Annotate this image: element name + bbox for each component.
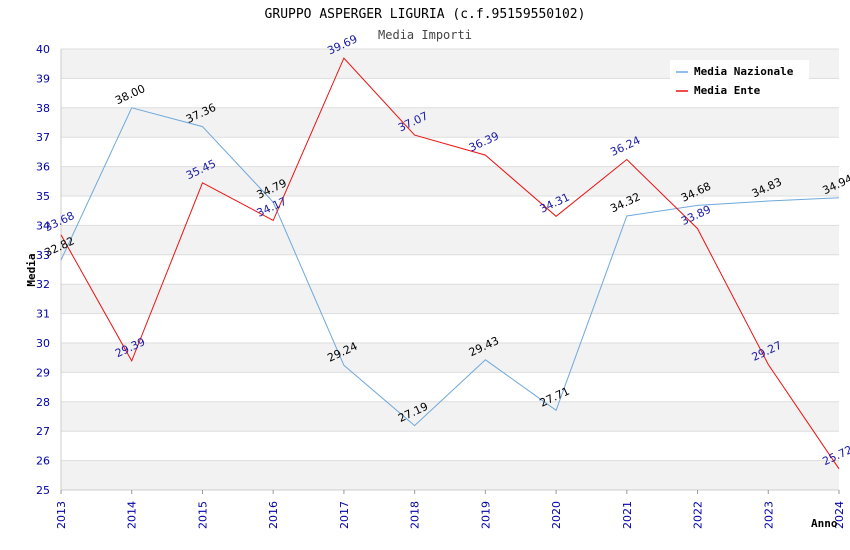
legend-label-media-nazionale: Media Nazionale — [694, 65, 794, 78]
x-tick-label: 2019 — [479, 501, 492, 529]
legend: Media Nazionale Media Ente — [670, 60, 809, 100]
y-tick-label: 29 — [36, 366, 50, 379]
x-tick-label: 2016 — [267, 501, 280, 529]
grid-band — [61, 166, 839, 196]
y-tick-label: 33 — [36, 249, 50, 262]
data-label: 33.89 — [679, 203, 713, 228]
y-tick-label: 30 — [36, 337, 50, 350]
legend-label-media-ente: Media Ente — [694, 84, 761, 97]
x-tick-label: 2022 — [692, 501, 705, 529]
grid-band — [61, 107, 839, 138]
x-tick-label: 2020 — [550, 501, 563, 529]
grid-band — [61, 460, 839, 490]
series-line-media-ente — [60, 57, 840, 470]
chart-title: GRUPPO ASPERGER LIGURIA (c.f.95159550102… — [265, 7, 586, 22]
x-axis-label: Anno — [811, 517, 838, 530]
grid-band — [61, 343, 839, 373]
y-tick-label: 32 — [36, 278, 50, 291]
y-tick-label: 37 — [36, 131, 50, 144]
y-tick-label: 35 — [36, 190, 50, 203]
series-lines — [60, 57, 840, 470]
y-tick-label: 28 — [36, 396, 50, 409]
x-tick-label: 2014 — [126, 501, 139, 529]
x-tick-label: 2017 — [338, 501, 351, 529]
x-tick-label: 2024 — [833, 501, 846, 529]
x-tick-label: 2013 — [55, 501, 68, 529]
grid-band — [61, 284, 839, 314]
chart-subtitle: Media Importi — [378, 28, 472, 42]
grid-band — [61, 401, 839, 432]
grid-band — [61, 225, 839, 255]
y-tick-label: 27 — [36, 425, 50, 438]
y-tick-label: 38 — [36, 102, 50, 115]
y-tick-label: 34 — [36, 219, 50, 232]
x-tick-label: 2018 — [409, 501, 422, 529]
data-label: 32.82 — [42, 234, 76, 259]
x-tick-label: 2023 — [762, 501, 775, 529]
legend-box — [670, 60, 809, 100]
y-tick-label: 40 — [36, 43, 50, 56]
grid-lines — [61, 48, 839, 491]
y-tick-label: 25 — [36, 484, 50, 497]
y-axis-label: Media — [25, 253, 38, 286]
y-tick-label: 31 — [36, 308, 50, 321]
y-tick-label: 36 — [36, 161, 50, 174]
x-tick-label: 2021 — [621, 501, 634, 529]
series-line-media-nazionale — [60, 107, 840, 427]
y-tick-label: 26 — [36, 455, 50, 468]
data-label: 38.00 — [113, 82, 147, 107]
y-axis-ticks: 25 26 27 28 29 30 31 32 33 34 35 36 37 38 39 40 — [36, 43, 50, 497]
x-axis-ticks: 2013 2014 2015 2016 2017 2018 2019 2020 2021 2022… — [55, 490, 846, 529]
y-tick-label: 39 — [36, 72, 50, 85]
x-tick-label: 2015 — [196, 501, 209, 529]
grid-bands — [61, 49, 839, 490]
axes — [60, 49, 839, 491]
